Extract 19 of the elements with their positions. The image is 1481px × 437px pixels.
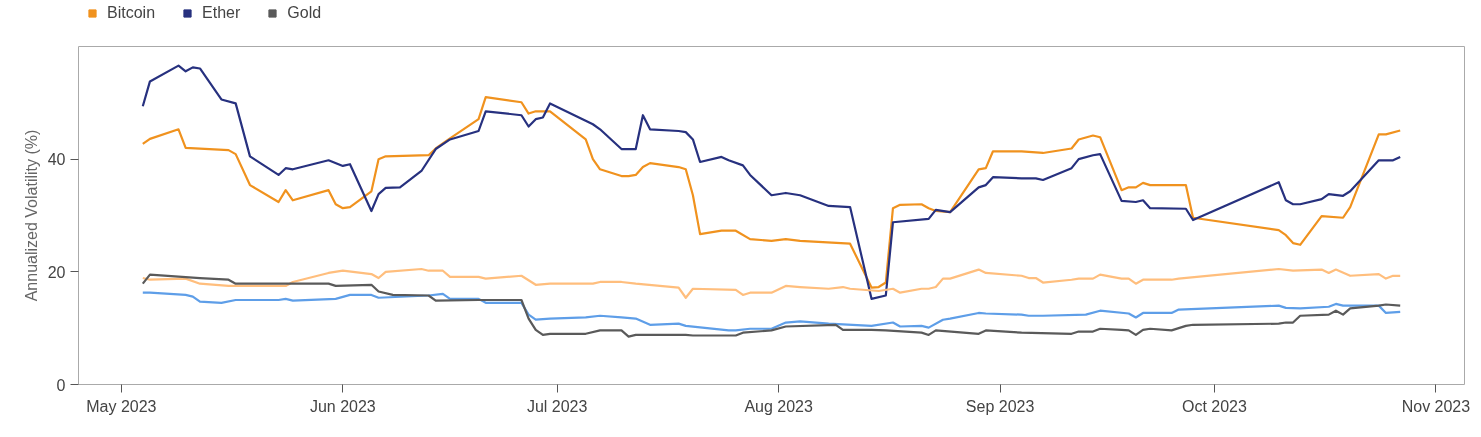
x-tick-label: Jun 2023 <box>309 397 376 415</box>
line-series <box>141 267 1402 299</box>
legend-label: Ether <box>202 4 241 22</box>
x-tick-label: Oct 2023 <box>1181 397 1248 415</box>
x-tick-label: May 2023 <box>86 397 157 415</box>
y-tick-label: 40 <box>47 151 66 169</box>
line-series <box>141 64 1402 300</box>
line-series <box>141 96 1402 289</box>
x-tick-label: Sep 2023 <box>965 397 1035 415</box>
line-series <box>141 273 1402 338</box>
legend-label: Gold <box>287 4 322 22</box>
y-tick-label: 20 <box>47 263 66 281</box>
x-tick-label: Jul 2023 <box>526 397 588 415</box>
x-tick-label: Nov 2023 <box>1401 397 1471 415</box>
y-tick-label: 0 <box>56 376 66 394</box>
y-axis-title: Annualized Volatility (%) <box>22 129 40 302</box>
legend-label: Bitcoin <box>107 4 156 22</box>
line-series <box>141 291 1402 332</box>
x-tick-label: Aug 2023 <box>744 397 813 415</box>
